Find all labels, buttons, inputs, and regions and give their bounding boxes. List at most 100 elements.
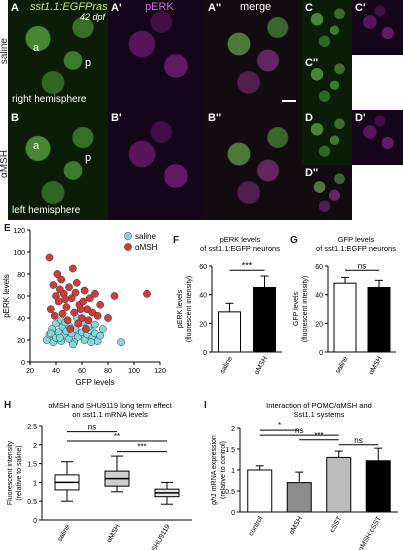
x-axis-label: GFP levels — [76, 378, 115, 387]
y-axis-label: GFP levels — [293, 291, 300, 326]
y-tick-label: 2 — [33, 443, 37, 450]
scatter-point-amsh — [63, 316, 72, 325]
y-tick-label: 2.5 — [27, 424, 37, 431]
y-tick-label: 120 — [13, 228, 25, 235]
x-tick-label: saline — [57, 523, 72, 542]
x-tick-label: αMSH — [106, 524, 122, 544]
chart-title: αMSH and SHU9119 long term effect — [48, 401, 172, 410]
panel-letter-I: I — [204, 400, 207, 411]
significance-label: *** — [137, 443, 146, 452]
scatter-point-saline — [69, 340, 77, 349]
y-axis-label: (relative to saline) — [16, 445, 23, 500]
panel-letter-E: E — [4, 223, 11, 234]
region-p: p — [85, 57, 92, 69]
significance-label: ** — [114, 432, 120, 441]
significance-label: ns — [295, 426, 303, 435]
y-tick-label: 0.5 — [225, 489, 235, 496]
scatter-point-amsh — [104, 314, 112, 322]
x-tick-label: control — [248, 515, 265, 537]
micrograph-B1 — [108, 110, 205, 220]
x-tick-label: αMSH:cSST — [358, 515, 384, 550]
scatter-point-amsh — [88, 308, 97, 317]
scatter-point-amsh — [54, 297, 63, 306]
bar-αMSH — [286, 482, 312, 513]
bar-αMSH — [253, 287, 276, 353]
scatter-point-saline — [91, 320, 99, 329]
chart-title: of sst1.1:EGFP neurons — [316, 244, 396, 253]
scatter-point-amsh — [70, 308, 79, 317]
y-tick-label: 40 — [199, 293, 207, 300]
letter-C1: C' — [355, 2, 366, 14]
letter-D: D — [305, 112, 313, 124]
y-tick-label: 20 — [315, 321, 323, 328]
legend-label: saline — [135, 232, 156, 241]
micrograph-B — [8, 110, 108, 220]
x-tick-label: 120 — [154, 368, 166, 375]
scatter-point-amsh — [71, 288, 80, 297]
scatter-point-saline — [56, 333, 64, 342]
significance-label: *** — [242, 260, 253, 270]
region-a: a — [33, 42, 40, 54]
chart-title: pERK levels — [220, 235, 261, 244]
y-tick-label: 1.5 — [225, 447, 235, 454]
merge-title: merge — [240, 1, 272, 13]
scatter-point-amsh — [91, 289, 99, 298]
age-label: 42 dpf — [80, 12, 106, 22]
chart-title: GFP levels — [338, 235, 375, 244]
scatter-point-amsh — [76, 305, 85, 314]
y-tick-label: 0 — [203, 350, 207, 357]
letter-D2: D'' — [305, 167, 319, 179]
letter-D1: D' — [355, 112, 366, 124]
micrograph-C — [302, 0, 352, 55]
significance-label: ns — [354, 436, 362, 445]
y-tick-label: 60 — [17, 294, 25, 301]
scatter-point-saline — [87, 338, 95, 347]
scatter-point-amsh — [46, 305, 55, 314]
x-tick-label: cSST — [329, 515, 344, 534]
scatter-point-amsh — [58, 309, 67, 318]
chart-title: Interaction of POMC/αMSH and — [266, 401, 372, 410]
scatter-point-amsh — [61, 295, 69, 304]
y-axis-label: Fluorescent intensity — [7, 440, 14, 505]
y-tick-label: 0.5 — [27, 499, 37, 506]
micrograph-D1 — [352, 110, 403, 165]
y-tick-label: 20 — [199, 321, 207, 328]
magenta-title: pERK — [145, 1, 174, 13]
chart-title: of sst1.1:EGFP neurons — [200, 244, 280, 253]
y-axis-label: gh1 mRNA expression — [211, 435, 218, 505]
y-tick-label: 1.5 — [27, 462, 37, 469]
letter-A: A — [11, 2, 19, 14]
scatter-point-saline — [117, 338, 125, 347]
scatter-point-saline — [96, 331, 105, 340]
y-tick-label: 60 — [315, 264, 323, 271]
y-tick-label: 1 — [231, 468, 235, 475]
chart-title: Sst1.1 systems — [294, 410, 345, 419]
letter-B: B — [11, 112, 19, 124]
letter-A2: A'' — [208, 2, 222, 14]
letter-B1: B' — [111, 112, 122, 124]
micrograph-A2 — [205, 0, 302, 110]
y-tick-label: 40 — [315, 293, 323, 300]
y-tick-label: 40 — [17, 316, 25, 323]
legend-marker — [124, 232, 132, 240]
scatter-point-amsh — [96, 300, 105, 309]
scatter-point-amsh — [53, 270, 62, 278]
scatter-point-amsh — [56, 285, 64, 294]
hemisphere-bottom: left hemisphere — [12, 205, 81, 216]
bar-saline — [218, 311, 241, 353]
x-tick-label: 80 — [104, 368, 112, 375]
y-axis-label: (relative to control) — [220, 441, 227, 499]
letter-C2: C'' — [305, 57, 319, 69]
letter-B2: B'' — [208, 112, 222, 124]
x-tick-label: 100 — [128, 368, 140, 375]
scatter-point-amsh — [66, 325, 75, 333]
micrograph-D — [302, 110, 352, 165]
scatter-point-amsh — [50, 311, 59, 320]
scatter-point-amsh — [84, 316, 93, 325]
significance-label: ns — [88, 423, 96, 432]
hemisphere-top: right hemisphere — [12, 94, 87, 105]
scatter-point-amsh — [82, 325, 90, 333]
legend-marker — [124, 243, 132, 251]
